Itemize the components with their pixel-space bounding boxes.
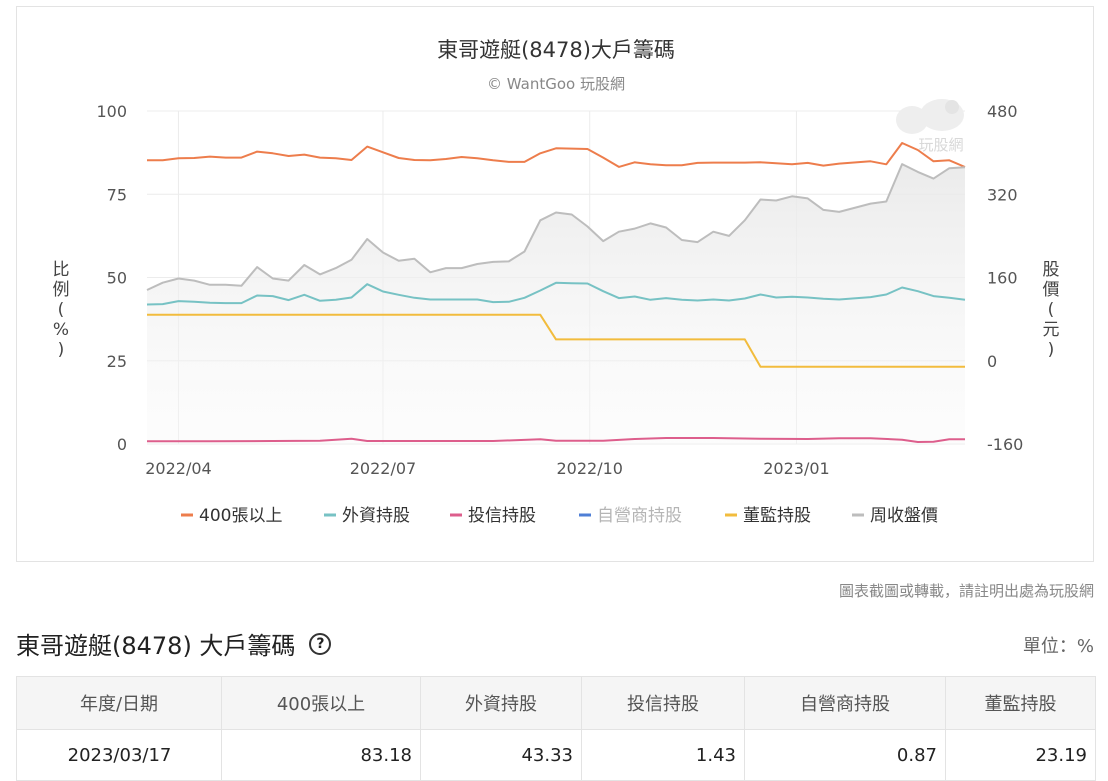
question-circle-icon[interactable]: ? <box>309 632 332 655</box>
axis-title-char: 比 <box>53 260 70 280</box>
legend-label: 投信持股 <box>468 506 536 526</box>
legend-item[interactable]: 自營商持股 <box>579 506 682 526</box>
cell-400: 83.18 <box>221 729 421 781</box>
wantgoo-watermark-logo: 玩股網 <box>896 99 964 154</box>
series-line <box>147 142 966 168</box>
legend-label: 董監持股 <box>743 506 811 526</box>
col-director-header: 董監持股 <box>945 676 1096 730</box>
cell-director: 23.19 <box>945 729 1096 781</box>
cell-dealer: 0.87 <box>744 729 946 781</box>
chart-card: 玩股網 0 25 50 75 100 -160 0 160 320 480 2022/04 2022/… <box>16 6 1094 562</box>
svg-text:玩股網: 玩股網 <box>918 136 963 154</box>
y-tick-right: 480 <box>987 102 1018 121</box>
axis-title-char: ) <box>58 340 65 360</box>
y-axis-right-label: 股價(元) <box>1043 260 1060 360</box>
y-tick-left: 50 <box>107 269 127 288</box>
section-title-text: 東哥遊艇(8478) 大戶籌碼 <box>16 632 296 660</box>
axis-title-char: ) <box>1048 340 1055 360</box>
y-tick-left: 100 <box>96 102 127 121</box>
unit-label: 單位：% <box>1022 636 1094 657</box>
legend-label: 外資持股 <box>342 506 410 526</box>
axis-title-char: ( <box>1048 300 1055 320</box>
copyright-notice: 圖表截圖或轉載，請註明出處為玩股網 <box>838 582 1094 600</box>
cell-date: 2023/03/17 <box>16 729 222 781</box>
cell-trust: 1.43 <box>581 729 745 781</box>
col-400-header: 400張以上 <box>221 676 421 730</box>
axis-title-char: 例 <box>53 280 70 300</box>
y-tick-right: 0 <box>987 352 997 371</box>
y-tick-right: 320 <box>987 185 1018 204</box>
legend-item[interactable]: 400張以上 <box>181 506 282 526</box>
holdings-table: 年度/日期 400張以上 外資持股 投信持股 自營商持股 董監持股 2023/0… <box>16 676 1096 781</box>
legend-label: 自營商持股 <box>597 506 682 526</box>
y-tick-left: 25 <box>107 352 127 371</box>
col-date-header: 年度/日期 <box>16 676 222 730</box>
legend-item[interactable]: 投信持股 <box>450 506 536 526</box>
y-tick-right: 160 <box>987 269 1018 288</box>
axis-title-char: ( <box>58 300 65 320</box>
series-area-price <box>147 164 965 444</box>
axis-title-char: % <box>53 320 69 340</box>
section-title: 東哥遊艇(8478) 大戶籌碼 ? <box>16 626 332 661</box>
chart-legend: 400張以上 外資持股 投信持股 自營商持股 董監持股 周收盤價 <box>181 506 938 526</box>
legend-label: 周收盤價 <box>870 506 938 526</box>
x-tick: 2023/01 <box>763 459 829 478</box>
axis-title-char: 股 <box>1043 260 1060 280</box>
cell-foreign: 43.33 <box>420 729 582 781</box>
table-header-row: 年度/日期 400張以上 外資持股 投信持股 自營商持股 董監持股 <box>16 676 1096 730</box>
axis-title-char: 元 <box>1043 320 1060 340</box>
series-line <box>146 163 966 291</box>
series-line <box>147 313 965 368</box>
x-tick: 2022/07 <box>350 459 416 478</box>
axis-title-char: 價 <box>1043 280 1060 300</box>
y-tick-left: 75 <box>107 185 127 204</box>
legend-item[interactable]: 外資持股 <box>324 506 410 526</box>
col-dealer-header: 自營商持股 <box>744 676 946 730</box>
legend-item[interactable]: 周收盤價 <box>852 506 938 526</box>
y-axis-left-label: 比例(%) <box>53 260 70 360</box>
legend-label: 400張以上 <box>199 506 282 526</box>
chart-subtitle: © WantGoo 玩股網 <box>487 75 625 93</box>
y-tick-left: 0 <box>117 435 127 454</box>
x-tick: 2022/04 <box>145 459 211 478</box>
col-foreign-header: 外資持股 <box>420 676 582 730</box>
series-line <box>146 281 966 306</box>
col-trust-header: 投信持股 <box>581 676 745 730</box>
series-line <box>147 437 966 443</box>
major-holders-chart: 玩股網 0 25 50 75 100 -160 0 160 320 480 2022/04 2022/… <box>53 38 1060 526</box>
y-tick-right: -160 <box>987 435 1023 454</box>
chart-title: 東哥遊艇(8478)大戶籌碼 <box>437 38 675 62</box>
x-tick: 2022/10 <box>556 459 622 478</box>
table-row: 2023/03/17 83.18 43.33 1.43 0.87 23.19 <box>16 729 1096 781</box>
legend-item[interactable]: 董監持股 <box>725 506 811 526</box>
